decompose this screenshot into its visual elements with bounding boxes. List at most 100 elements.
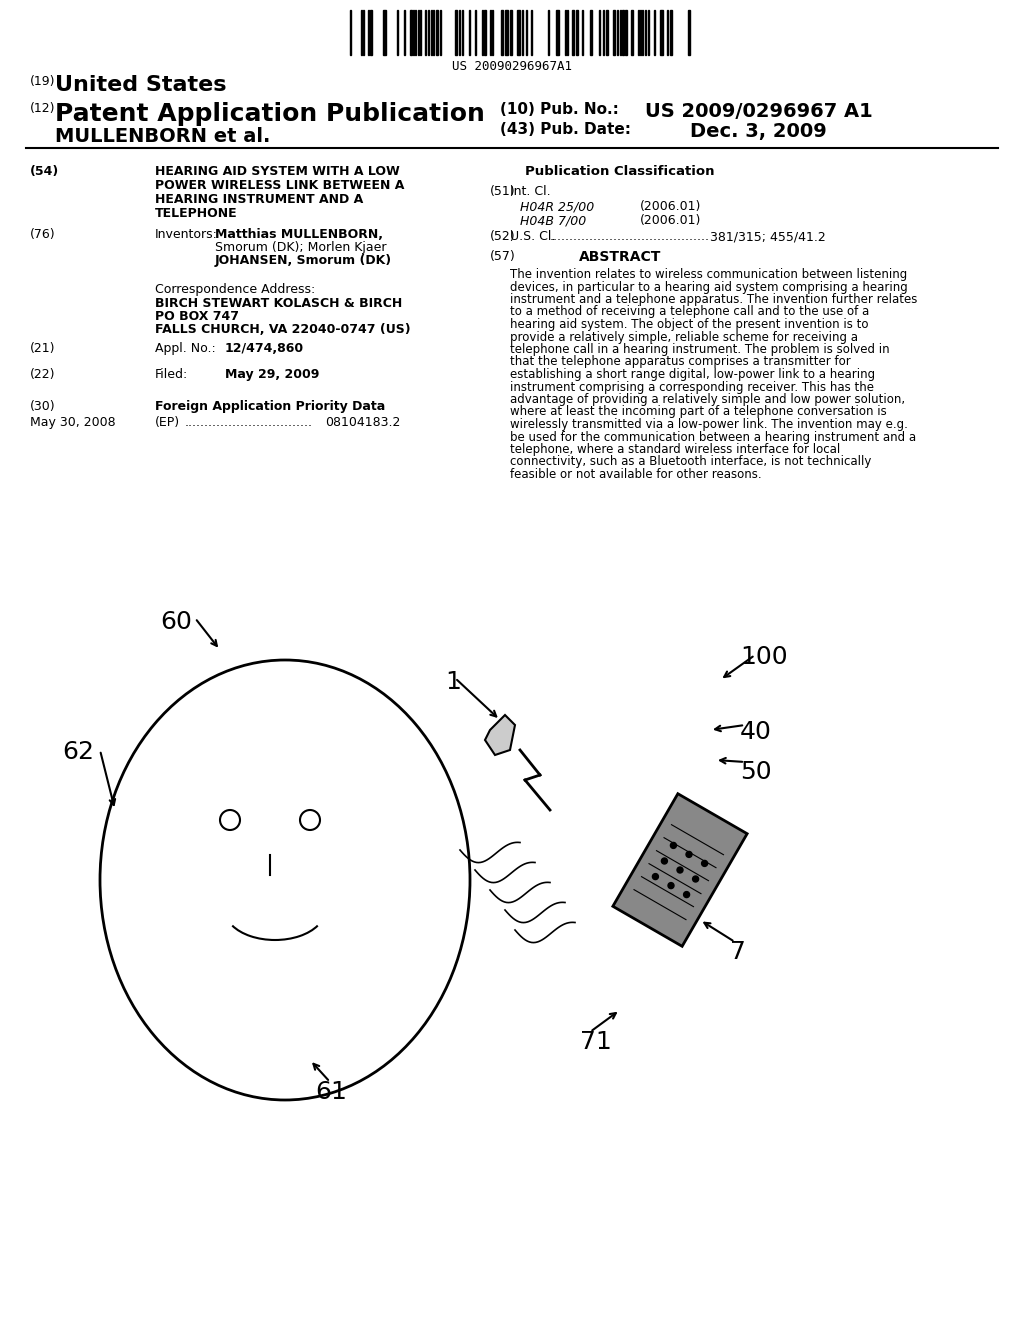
Bar (590, 11, 592, 55)
Text: that the telephone apparatus comprises a transmitter for: that the telephone apparatus comprises a… (510, 355, 851, 368)
Text: where at least the incoming part of a telephone conversation is: where at least the incoming part of a te… (510, 405, 887, 418)
Text: Matthias MULLENBORN,: Matthias MULLENBORN, (215, 228, 383, 242)
Text: 50: 50 (740, 760, 772, 784)
Text: H04B 7/00: H04B 7/00 (520, 214, 587, 227)
Circle shape (686, 851, 692, 858)
Text: 1: 1 (445, 671, 461, 694)
Text: (12): (12) (30, 102, 55, 115)
Text: telephone call in a hearing instrument. The problem is solved in: telephone call in a hearing instrument. … (510, 343, 890, 356)
Text: 381/315; 455/41.2: 381/315; 455/41.2 (710, 230, 825, 243)
Circle shape (692, 876, 698, 882)
Text: TELEPHONE: TELEPHONE (155, 207, 238, 220)
Polygon shape (485, 715, 515, 755)
Text: (19): (19) (30, 75, 55, 88)
Text: (57): (57) (490, 249, 516, 263)
Circle shape (671, 842, 677, 849)
Circle shape (677, 867, 683, 873)
Text: US 20090296967A1: US 20090296967A1 (452, 59, 572, 73)
Bar (484, 11, 486, 55)
Text: (51): (51) (490, 185, 516, 198)
Text: (54): (54) (30, 165, 59, 178)
Text: HEARING INSTRUMENT AND A: HEARING INSTRUMENT AND A (155, 193, 364, 206)
Text: MULLENBORN et al.: MULLENBORN et al. (55, 127, 270, 147)
Text: H04R 25/00: H04R 25/00 (520, 201, 594, 213)
Text: hearing aid system. The object of the present invention is to: hearing aid system. The object of the pr… (510, 318, 868, 331)
Text: JOHANSEN, Smorum (DK): JOHANSEN, Smorum (DK) (215, 253, 392, 267)
Text: 40: 40 (740, 719, 772, 744)
Text: BIRCH STEWART KOLASCH & BIRCH: BIRCH STEWART KOLASCH & BIRCH (155, 297, 402, 310)
Bar (501, 11, 503, 55)
Text: feasible or not available for other reasons.: feasible or not available for other reas… (510, 469, 762, 480)
Text: (2006.01): (2006.01) (640, 201, 701, 213)
Text: HEARING AID SYSTEM WITH A LOW: HEARING AID SYSTEM WITH A LOW (155, 165, 399, 178)
Text: (52): (52) (490, 230, 516, 243)
Text: instrument and a telephone apparatus. The invention further relates: instrument and a telephone apparatus. Th… (510, 293, 918, 306)
Bar (556, 11, 559, 55)
Text: Patent Application Publication: Patent Application Publication (55, 102, 485, 125)
Text: (43) Pub. Date:: (43) Pub. Date: (500, 121, 631, 137)
Bar (517, 11, 520, 55)
Bar (455, 11, 457, 55)
Text: advantage of providing a relatively simple and low power solution,: advantage of providing a relatively simp… (510, 393, 905, 407)
Text: telephone, where a standard wireless interface for local: telephone, where a standard wireless int… (510, 444, 841, 455)
Text: 71: 71 (580, 1030, 611, 1053)
Text: wirelessly transmitted via a low-power link. The invention may e.g.: wirelessly transmitted via a low-power l… (510, 418, 908, 432)
Circle shape (652, 874, 658, 879)
Text: 12/474,860: 12/474,860 (225, 342, 304, 355)
Text: instrument comprising a corresponding receiver. This has the: instrument comprising a corresponding re… (510, 380, 874, 393)
Text: be used for the communication between a hearing instrument and a: be used for the communication between a … (510, 430, 916, 444)
Text: 61: 61 (315, 1080, 347, 1104)
Text: ........................................: ........................................ (550, 230, 710, 243)
Text: 100: 100 (740, 645, 787, 669)
Bar (410, 11, 412, 55)
Circle shape (701, 861, 708, 866)
Text: devices, in particular to a hearing aid system comprising a hearing: devices, in particular to a hearing aid … (510, 281, 907, 293)
Text: establishing a short range digital, low-power link to a hearing: establishing a short range digital, low-… (510, 368, 876, 381)
Text: May 29, 2009: May 29, 2009 (225, 368, 319, 381)
Bar (622, 11, 624, 55)
Text: 60: 60 (160, 610, 191, 634)
Text: Smorum (DK); Morlen Kjaer: Smorum (DK); Morlen Kjaer (215, 242, 386, 253)
Text: Int. Cl.: Int. Cl. (510, 185, 551, 198)
Text: 62: 62 (62, 741, 94, 764)
Bar (631, 11, 633, 55)
Text: (76): (76) (30, 228, 55, 242)
Text: (22): (22) (30, 368, 55, 381)
Text: Dec. 3, 2009: Dec. 3, 2009 (690, 121, 826, 141)
Text: ................................: ................................ (185, 416, 313, 429)
Text: ABSTRACT: ABSTRACT (579, 249, 662, 264)
Text: (21): (21) (30, 342, 55, 355)
Text: May 30, 2008: May 30, 2008 (30, 416, 116, 429)
Text: POWER WIRELESS LINK BETWEEN A: POWER WIRELESS LINK BETWEEN A (155, 180, 404, 191)
Text: connectivity, such as a Bluetooth interface, is not technically: connectivity, such as a Bluetooth interf… (510, 455, 871, 469)
Text: (EP): (EP) (155, 416, 180, 429)
Circle shape (684, 891, 689, 898)
Text: (2006.01): (2006.01) (640, 214, 701, 227)
Bar (436, 11, 438, 55)
Text: PO BOX 747: PO BOX 747 (155, 310, 239, 323)
Bar (572, 11, 574, 55)
Text: provide a relatively simple, reliable scheme for receiving a: provide a relatively simple, reliable sc… (510, 330, 858, 343)
Text: Correspondence Address:: Correspondence Address: (155, 282, 315, 296)
Text: U.S. Cl.: U.S. Cl. (510, 230, 555, 243)
Bar (505, 11, 508, 55)
Bar (510, 11, 512, 55)
Text: Inventors:: Inventors: (155, 228, 218, 242)
Bar (606, 11, 608, 55)
Polygon shape (612, 793, 748, 946)
Bar (688, 11, 690, 55)
Text: 7: 7 (730, 940, 745, 964)
Text: (10) Pub. No.:: (10) Pub. No.: (500, 102, 618, 117)
Text: (30): (30) (30, 400, 55, 413)
Circle shape (662, 858, 668, 865)
Text: Appl. No.:: Appl. No.: (155, 342, 216, 355)
Text: 08104183.2: 08104183.2 (325, 416, 400, 429)
Text: Publication Classification: Publication Classification (525, 165, 715, 178)
Bar (613, 11, 615, 55)
Text: US 2009/0296967 A1: US 2009/0296967 A1 (645, 102, 872, 121)
Bar (575, 11, 578, 55)
Text: to a method of receiving a telephone call and to the use of a: to a method of receiving a telephone cal… (510, 305, 869, 318)
Text: The invention relates to wireless communication between listening: The invention relates to wireless commun… (510, 268, 907, 281)
Bar (370, 11, 372, 55)
Bar (670, 11, 672, 55)
